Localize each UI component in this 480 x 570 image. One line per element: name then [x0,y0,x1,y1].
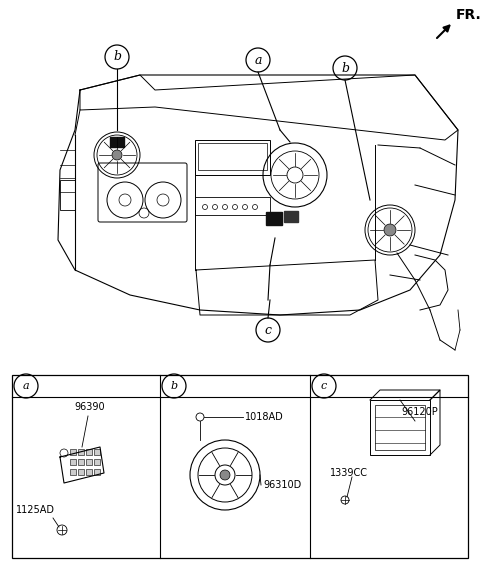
Bar [198,143,267,170]
Text: a: a [23,381,29,391]
Bar [195,140,270,175]
Text: 96120P: 96120P [402,407,438,417]
Bar [78,469,84,475]
Bar [86,459,92,465]
Bar [78,459,84,465]
Text: c: c [321,381,327,391]
Text: b: b [341,62,349,75]
Bar [86,449,92,455]
Bar [78,449,84,455]
Circle shape [112,150,122,160]
Bar [110,137,124,147]
Bar [266,212,282,225]
Text: a: a [254,54,262,67]
Bar [284,211,298,222]
Bar [70,469,76,475]
Text: 96390: 96390 [75,402,105,412]
Text: b: b [170,381,178,391]
Bar [94,449,100,455]
Bar [370,400,430,455]
Bar [70,459,76,465]
Circle shape [220,470,230,480]
Bar [70,449,76,455]
Text: 1125AD: 1125AD [15,505,55,515]
Text: b: b [113,51,121,63]
Text: 96310D: 96310D [263,480,301,490]
Text: FR.: FR. [456,8,480,22]
Text: c: c [264,324,272,336]
Bar [195,197,270,215]
Bar [12,375,468,558]
Bar [86,469,92,475]
Bar [375,405,425,450]
Text: 1339CC: 1339CC [330,468,368,478]
Circle shape [384,224,396,236]
Bar [94,459,100,465]
Bar [94,469,100,475]
Text: 1018AD: 1018AD [245,412,284,422]
